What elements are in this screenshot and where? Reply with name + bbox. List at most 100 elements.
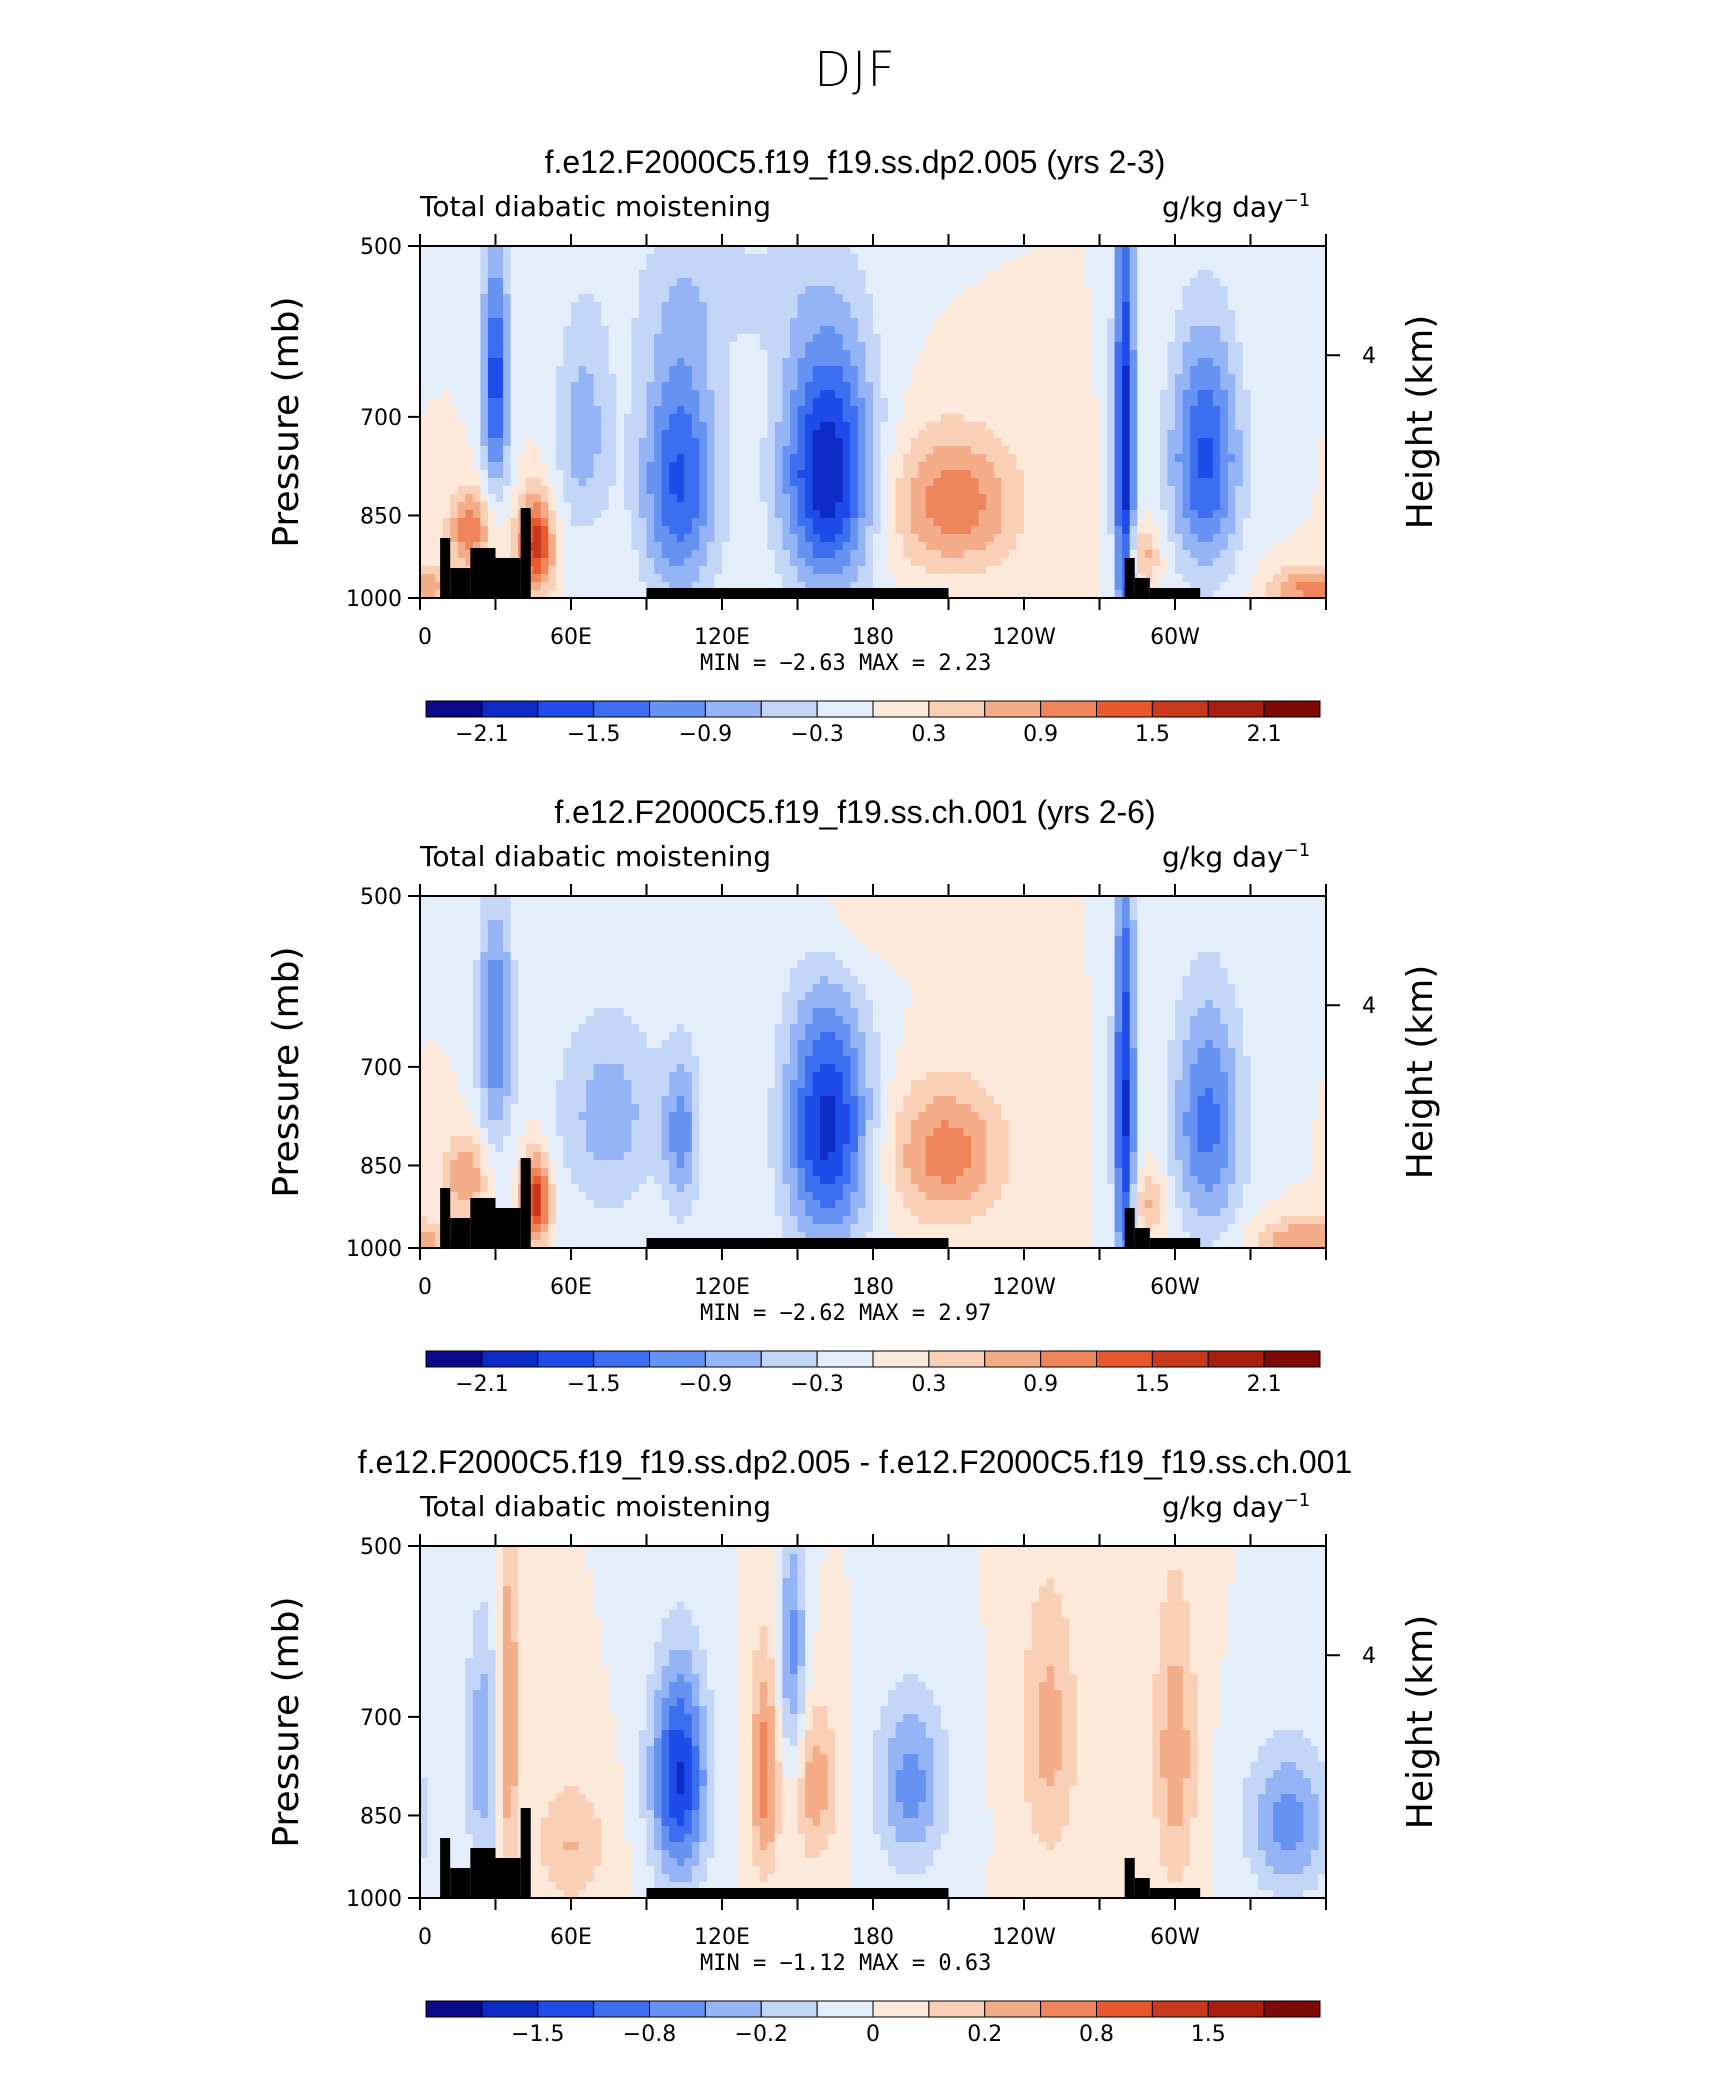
heatmap-cell <box>1190 310 1199 319</box>
heatmap-cell <box>1137 526 1146 535</box>
heatmap-cell <box>487 406 497 415</box>
heatmap-cell <box>533 334 542 343</box>
heatmap-cell <box>827 462 836 471</box>
heatmap-cell <box>1242 502 1252 511</box>
heatmap-cell <box>729 574 738 583</box>
heatmap-cell <box>1242 374 1252 383</box>
heatmap-cell <box>820 542 829 551</box>
heatmap-cell <box>1159 486 1169 495</box>
heatmap-cell <box>767 262 776 271</box>
heatmap-cell <box>480 510 489 519</box>
heatmap-cell <box>586 374 595 383</box>
heatmap-cell <box>782 510 791 519</box>
heatmap-cell <box>608 534 617 543</box>
heatmap-cell <box>623 566 632 575</box>
heatmap-cell <box>1227 294 1236 303</box>
heatmap-cell <box>895 558 904 567</box>
heatmap-cell <box>880 582 889 591</box>
heatmap-cell <box>1008 462 1018 471</box>
heatmap-cell <box>555 550 565 559</box>
heatmap-cell <box>1265 462 1274 471</box>
heatmap-cell <box>842 462 851 471</box>
heatmap-cell <box>1001 262 1010 271</box>
heatmap-cell <box>1031 502 1040 511</box>
heatmap-cell <box>571 430 580 439</box>
heatmap-cell <box>1152 342 1161 351</box>
heatmap-cell <box>1091 478 1101 487</box>
heatmap-cell <box>1001 566 1010 575</box>
heatmap-cell <box>729 406 738 415</box>
heatmap-cell <box>472 366 481 375</box>
heatmap-cell <box>555 478 565 487</box>
heatmap-cell <box>767 494 776 503</box>
heatmap-cell <box>993 342 1002 351</box>
heatmap-cell <box>1114 286 1123 295</box>
heatmap-cell <box>1054 350 1063 359</box>
heatmap-cell <box>525 366 534 375</box>
heatmap-cell <box>631 366 640 375</box>
heatmap-cell <box>563 270 572 279</box>
heatmap-cell <box>1046 406 1055 415</box>
heatmap-cell <box>986 366 995 375</box>
heatmap-cell <box>487 486 497 495</box>
heatmap-cell <box>1114 478 1123 487</box>
heatmap-cell <box>978 446 987 455</box>
heatmap-cell <box>1235 510 1244 519</box>
heatmap-cell <box>1001 302 1010 311</box>
heatmap-cell <box>435 382 444 391</box>
heatmap-cell <box>1175 318 1184 327</box>
heatmap-cell <box>759 550 768 559</box>
heatmap-cell <box>586 502 595 511</box>
heatmap-cell <box>435 414 444 423</box>
heatmap-cell <box>706 502 716 511</box>
heatmap-cell <box>518 350 527 359</box>
heatmap-cell <box>737 478 746 487</box>
heatmap-cell <box>820 350 829 359</box>
heatmap-cell <box>759 462 768 471</box>
heatmap-cell <box>933 366 942 375</box>
heatmap-cell <box>812 350 821 359</box>
heatmap-cell <box>510 286 519 295</box>
heatmap-cell <box>978 406 987 415</box>
heatmap-cell <box>835 366 844 375</box>
heatmap-cell <box>925 486 934 495</box>
heatmap-cell <box>850 582 859 591</box>
heatmap-cell <box>774 422 783 431</box>
heatmap-cell <box>706 494 716 503</box>
heatmap-cell <box>1144 510 1153 519</box>
heatmap-cell <box>1091 550 1101 559</box>
heatmap-cell <box>1273 350 1282 359</box>
heatmap-cell <box>1220 566 1229 575</box>
heatmap-cell <box>548 406 557 415</box>
heatmap-cell <box>797 430 806 439</box>
heatmap-cell <box>1008 566 1018 575</box>
heatmap-cell <box>729 390 738 399</box>
heatmap-cell <box>910 566 919 575</box>
heatmap-cell <box>1197 334 1206 343</box>
heatmap-cell <box>850 438 859 447</box>
heatmap-cell <box>737 350 746 359</box>
heatmap-cell <box>510 334 519 343</box>
heatmap-cell <box>1167 366 1176 375</box>
heatmap-cell <box>1175 518 1184 527</box>
heatmap-cell <box>548 566 557 575</box>
heatmap-cell <box>903 518 912 527</box>
heatmap-cell <box>1235 582 1244 591</box>
heatmap-cell <box>986 462 995 471</box>
heatmap-cell <box>1069 366 1078 375</box>
heatmap-cell <box>1159 286 1169 295</box>
heatmap-cell <box>442 254 451 263</box>
heatmap-cell <box>691 366 700 375</box>
heatmap-cell <box>1114 526 1123 535</box>
heatmap-cell <box>835 446 844 455</box>
heatmap-cell <box>533 550 542 559</box>
heatmap-cell <box>1114 294 1123 303</box>
heatmap-cell <box>1258 470 1267 479</box>
heatmap-cell <box>518 430 527 439</box>
heatmap-cell <box>1235 350 1244 359</box>
heatmap-cell <box>578 494 587 503</box>
heatmap-cell <box>857 254 867 263</box>
heatmap-cell <box>631 310 640 319</box>
heatmap-cell <box>1031 326 1040 335</box>
heatmap-cell <box>1107 406 1116 415</box>
